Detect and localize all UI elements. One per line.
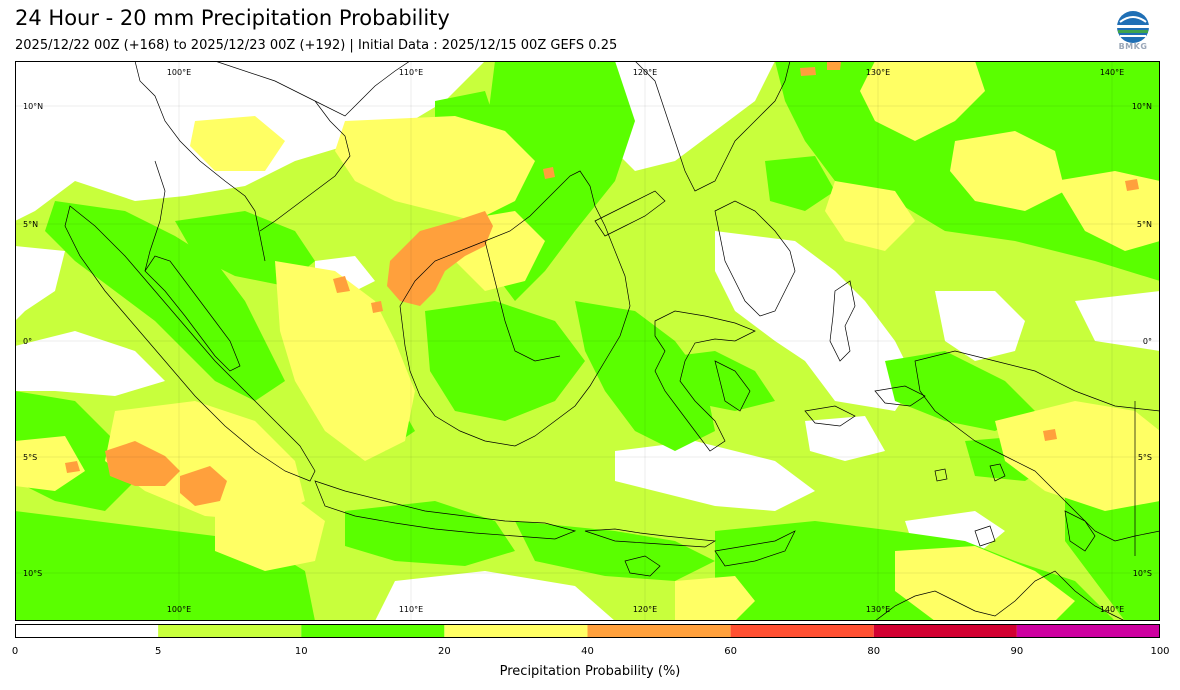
lat-label-left: 0° [23,337,32,346]
colorbar-segment [158,624,302,638]
colorbar-tick-label: 40 [581,646,594,657]
colorbar-segment [873,624,1017,638]
lat-label-right: 10°S [1133,569,1152,578]
lon-label-top: 130°E [866,68,890,77]
lon-label-top: 140°E [1100,68,1124,77]
lon-label-bottom: 120°E [633,605,657,614]
lat-label-left: 10°N [23,102,43,111]
colorbar-segment [730,624,874,638]
colorbar-segment [301,624,445,638]
lat-label-right: 10°N [1132,102,1152,111]
bmkg-logo-icon: BMKG [1114,10,1152,54]
colorbar-tick-label: 20 [438,646,451,657]
colorbar-tick-label: 80 [867,646,881,657]
map-frame [15,61,1160,621]
colorbar-segment [587,624,731,638]
lon-label-top: 100°E [167,68,191,77]
lon-label-bottom: 130°E [866,605,890,614]
colorbar-tick-label: 60 [724,646,737,657]
lon-label-top: 110°E [399,68,423,77]
orange-areas [65,62,1139,506]
colorbar-tick-label: 10 [294,646,308,657]
map-title: 24 Hour - 20 mm Precipitation Probabilit… [15,6,450,30]
colorbar-tick-label: 90 [1010,646,1024,657]
colorbar-segment [15,624,159,638]
lat-label-left: 5°S [23,453,37,462]
white-areas [15,61,1160,621]
colorbar-tick-label: 0 [11,646,19,657]
map-subtitle: 2025/12/22 00Z (+168) to 2025/12/23 00Z … [15,38,618,53]
lon-label-bottom: 140°E [1100,605,1124,614]
lat-label-right: 5°N [1137,220,1152,229]
coastlines [64,61,1160,621]
lon-label-top: 120°E [633,68,657,77]
colorbar-label: Precipitation Probability (%) [499,664,681,679]
colorbar-frame [15,624,1160,638]
lon-label-bottom: 100°E [167,605,191,614]
colorbar-tick-label: 100 [1150,646,1170,657]
precipitation-map: 100°E 110°E 120°E 130°E 140°E 100°E 110°… [15,61,1160,621]
logo-text: BMKG [1118,42,1148,51]
lon-label-bottom: 110°E [399,605,423,614]
colorbar [15,624,1160,638]
lat-label-right: 5°S [1138,453,1152,462]
colorbar-tick-label: 5 [154,646,162,657]
graticule [15,61,1160,621]
lat-label-left: 10°S [23,569,42,578]
colorbar-segment [444,624,588,638]
colorbar-segment [1016,624,1160,638]
lat-label-left: 5°N [23,220,38,229]
yellow-areas [15,61,1160,621]
lat-label-right: 0° [1143,337,1152,346]
